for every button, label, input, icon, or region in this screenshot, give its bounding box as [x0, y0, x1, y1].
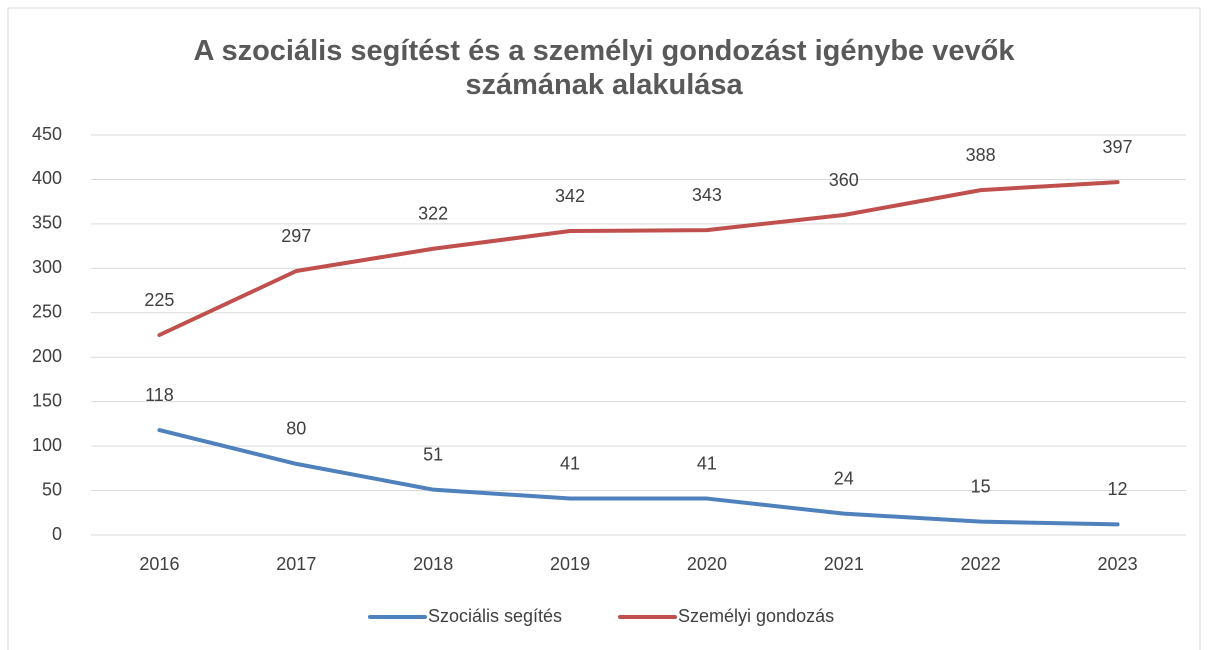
data-label: 322: [418, 204, 448, 224]
data-label: 41: [697, 453, 717, 473]
legend-label: Személyi gondozás: [678, 606, 834, 626]
x-tick-label: 2019: [550, 554, 590, 574]
data-label: 51: [423, 444, 443, 464]
data-label: 360: [829, 170, 859, 190]
y-tick-label: 250: [32, 302, 62, 322]
data-label: 397: [1103, 137, 1133, 157]
x-tick-label: 2020: [687, 554, 727, 574]
data-label: 297: [281, 226, 311, 246]
y-tick-label: 150: [32, 390, 62, 410]
data-label: 80: [286, 419, 306, 439]
x-tick-label: 2018: [413, 554, 453, 574]
y-tick-label: 450: [32, 124, 62, 144]
data-label: 388: [966, 145, 996, 165]
data-label: 343: [692, 185, 722, 205]
data-label: 118: [145, 385, 174, 405]
data-label: 41: [560, 453, 580, 473]
series-line: [157, 180, 1120, 337]
legend-label: Szociális segítés: [428, 606, 562, 626]
x-tick-label: 2022: [961, 554, 1001, 574]
data-label: 225: [144, 290, 174, 310]
data-label: 12: [1108, 479, 1128, 499]
data-label: 15: [971, 476, 991, 496]
x-tick-label: 2017: [276, 554, 316, 574]
y-tick-label: 100: [32, 435, 62, 455]
chart-title: A szociális segítést és a személyi gondo…: [193, 35, 1015, 101]
y-tick-label: 0: [52, 524, 62, 544]
y-tick-label: 300: [32, 257, 62, 277]
x-tick-label: 2016: [139, 554, 179, 574]
y-tick-label: 200: [32, 346, 62, 366]
y-tick-label: 50: [42, 479, 62, 499]
series-line: [157, 428, 1120, 527]
y-tick-label: 400: [32, 168, 62, 188]
y-tick-label: 350: [32, 213, 62, 233]
chart-frame: [7, 7, 1201, 650]
data-label: 342: [555, 186, 585, 206]
x-tick-label: 2023: [1098, 554, 1138, 574]
data-label: 24: [834, 468, 854, 488]
x-tick-label: 2021: [824, 554, 864, 574]
